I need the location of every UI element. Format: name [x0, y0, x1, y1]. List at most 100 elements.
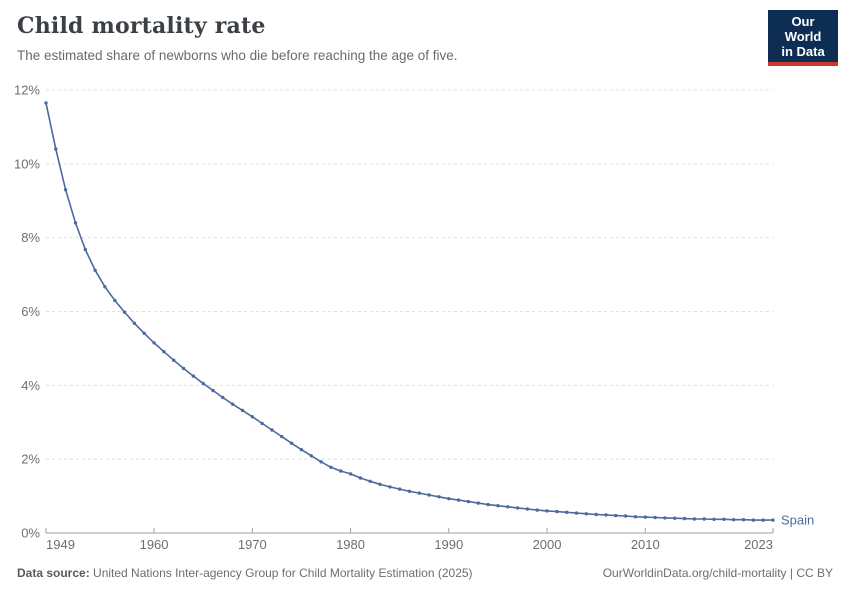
series-label-spain[interactable]: Spain	[781, 513, 814, 528]
data-point[interactable]	[673, 516, 677, 520]
data-point[interactable]	[73, 221, 78, 225]
data-point[interactable]	[565, 510, 569, 514]
x-axis-tick-label: 1990	[434, 537, 463, 552]
data-point[interactable]	[574, 511, 579, 515]
data-point[interactable]	[250, 415, 254, 419]
data-point[interactable]	[771, 518, 775, 522]
chart-footer: Data source: United Nations Inter-agency…	[17, 566, 833, 580]
data-point[interactable]	[299, 447, 304, 452]
data-point[interactable]	[682, 516, 687, 521]
data-point[interactable]	[152, 341, 156, 345]
line-chart: 0% 2% 4% 6% 8% 10% 12% 1949 1960 1970 1980 1990 2000…	[14, 83, 814, 553]
attribution-link[interactable]: OurWorldinData.org/child-mortality | CC …	[602, 566, 833, 580]
x-axis-tick-label: 2010	[631, 537, 660, 552]
data-point[interactable]	[113, 298, 117, 303]
data-point[interactable]	[496, 504, 500, 508]
data-point[interactable]	[476, 501, 480, 505]
x-axis-tick-label: 1960	[140, 537, 169, 552]
data-point[interactable]	[358, 476, 363, 480]
data-point[interactable]	[329, 465, 333, 469]
data-point[interactable]	[407, 489, 412, 493]
data-point[interactable]	[751, 518, 756, 522]
data-point[interactable]	[584, 512, 588, 516]
data-point[interactable]	[447, 497, 451, 501]
data-point[interactable]	[201, 381, 205, 386]
data-point[interactable]	[368, 479, 372, 483]
x-axis-tick-label: 1949	[46, 537, 75, 552]
y-axis-tick-label: 12%	[14, 83, 40, 98]
data-point[interactable]	[309, 454, 313, 458]
data-point[interactable]	[535, 508, 539, 512]
data-point[interactable]	[741, 518, 746, 522]
data-point[interactable]	[260, 421, 264, 426]
data-point[interactable]	[594, 512, 598, 517]
y-axis-tick-label: 2%	[21, 452, 40, 467]
data-point[interactable]	[211, 388, 215, 393]
data-point[interactable]	[63, 188, 68, 192]
data-source-label: Data source:	[17, 566, 90, 580]
y-axis-tick-label: 4%	[21, 378, 40, 393]
page-subtitle: The estimated share of newborns who die …	[17, 48, 458, 63]
owid-logo[interactable]: Our World in Data	[768, 10, 838, 66]
data-point[interactable]	[172, 358, 176, 362]
y-axis-tick-label: 6%	[21, 304, 40, 319]
data-point[interactable]	[231, 402, 235, 406]
data-point[interactable]	[417, 491, 421, 495]
data-point[interactable]	[653, 515, 657, 520]
data-point[interactable]	[103, 285, 107, 289]
data-point[interactable]	[289, 441, 294, 445]
data-point[interactable]	[555, 509, 559, 514]
data-point[interactable]	[604, 513, 608, 517]
data-point[interactable]	[378, 482, 382, 486]
data-point[interactable]	[44, 101, 48, 105]
data-point[interactable]	[623, 514, 628, 518]
data-point[interactable]	[142, 331, 146, 335]
data-point[interactable]	[663, 516, 667, 520]
data-point[interactable]	[515, 506, 520, 510]
data-point[interactable]	[506, 505, 510, 509]
data-point[interactable]	[54, 147, 58, 151]
data-point[interactable]	[221, 395, 225, 400]
y-axis-tick-label: 0%	[21, 526, 40, 541]
data-point[interactable]	[643, 515, 647, 519]
data-point[interactable]	[132, 321, 137, 325]
data-point[interactable]	[162, 350, 166, 354]
data-point[interactable]	[486, 502, 490, 507]
data-point[interactable]	[319, 460, 323, 464]
data-point[interactable]	[732, 518, 736, 522]
data-point[interactable]	[761, 518, 765, 522]
data-source-note: Data source: United Nations Inter-agency…	[17, 566, 473, 580]
x-axis-tick-label: 2023	[744, 537, 773, 552]
data-point[interactable]	[614, 513, 618, 518]
data-point[interactable]	[122, 310, 127, 314]
y-axis-tick-label: 10%	[14, 156, 40, 171]
y-axis-tick-label: 8%	[21, 230, 40, 245]
data-point[interactable]	[388, 485, 392, 489]
data-point[interactable]	[437, 495, 441, 499]
data-point[interactable]	[466, 499, 471, 504]
data-point[interactable]	[398, 487, 402, 491]
data-point[interactable]	[692, 517, 697, 521]
data-point[interactable]	[545, 509, 549, 513]
data-point[interactable]	[339, 469, 343, 473]
data-point[interactable]	[191, 374, 196, 378]
data-point[interactable]	[712, 517, 716, 521]
data-point[interactable]	[348, 472, 353, 476]
data-point[interactable]	[456, 498, 461, 502]
data-point[interactable]	[181, 366, 186, 371]
data-point[interactable]	[633, 515, 638, 519]
data-point[interactable]	[240, 408, 245, 413]
data-point[interactable]	[83, 247, 88, 252]
data-point[interactable]	[702, 517, 706, 521]
data-point[interactable]	[525, 507, 530, 511]
data-point[interactable]	[93, 268, 97, 272]
data-point[interactable]	[722, 517, 726, 521]
data-point[interactable]	[270, 428, 274, 432]
data-source-text: United Nations Inter-agency Group for Ch…	[89, 566, 473, 580]
owid-logo-line2: in Data	[781, 44, 825, 59]
data-point[interactable]	[427, 493, 431, 497]
page-title: Child mortality rate	[17, 13, 266, 39]
x-axis-tick-label: 1980	[336, 537, 365, 552]
x-axis-tick-label: 2000	[533, 537, 562, 552]
data-point[interactable]	[280, 434, 284, 439]
